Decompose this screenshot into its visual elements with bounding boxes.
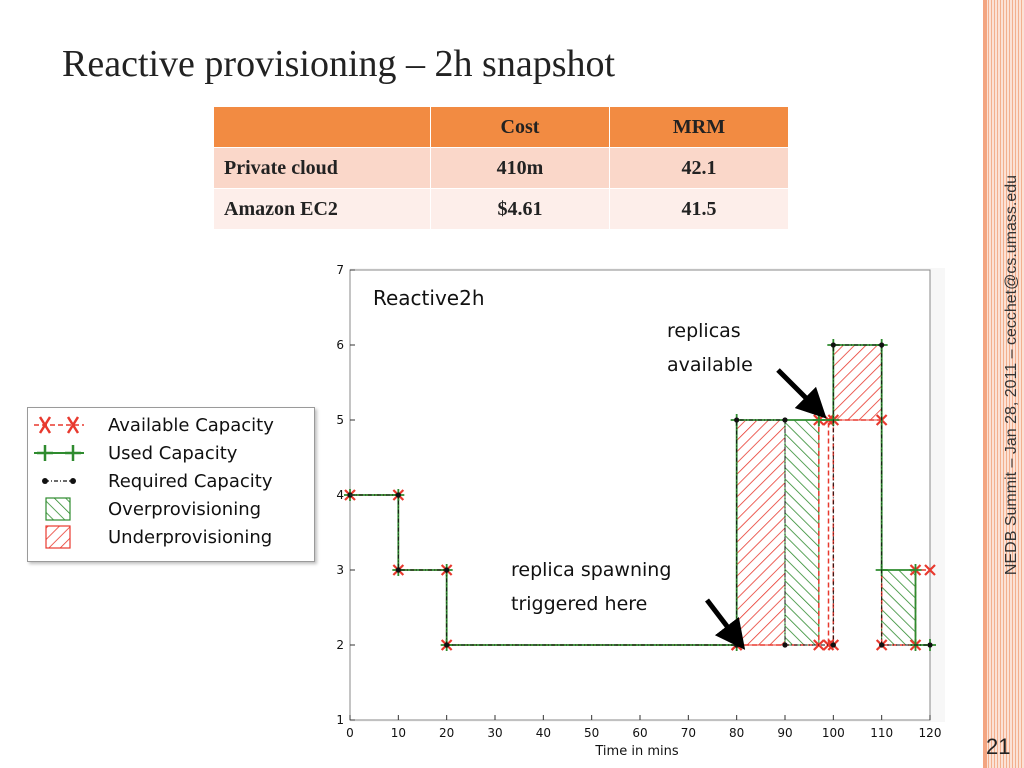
underprovisioning-region <box>736 419 786 646</box>
x-tick-label: 100 <box>822 726 845 740</box>
table-row: Private cloud 410m 42.1 <box>213 147 789 189</box>
decorative-stripes <box>983 0 1024 768</box>
underprovisioning-region <box>832 344 883 421</box>
legend-label: Used Capacity <box>108 442 238 464</box>
x-tick-label: 10 <box>391 726 406 740</box>
table-header-row: Cost MRM <box>213 106 789 148</box>
required-capacity-line <box>350 344 930 646</box>
table-cell: Amazon EC2 <box>213 188 431 230</box>
x-tick-label: 40 <box>536 726 551 740</box>
y-tick-label: 7 <box>336 263 344 277</box>
legend-item-used: Used Capacity <box>28 439 237 467</box>
slide-title: Reactive provisioning – 2h snapshot <box>62 43 616 85</box>
table-header-cell <box>213 106 431 148</box>
table-cell: 42.1 <box>609 147 789 189</box>
arrow-replicas-available <box>776 368 827 419</box>
y-tick-label: 3 <box>336 563 344 577</box>
legend-label: Overprovisioning <box>108 498 262 520</box>
x-tick-label: 70 <box>681 726 696 740</box>
y-tick-label: 2 <box>336 638 344 652</box>
y-tick-label: 5 <box>336 413 344 427</box>
underprovisioning-icon <box>28 523 84 551</box>
required-capacity-point <box>879 342 885 348</box>
required-capacity-point <box>782 417 788 423</box>
required-capacity-point <box>830 642 836 648</box>
x-tick-label: 60 <box>632 726 647 740</box>
overprovisioning-icon <box>28 495 84 523</box>
required-capacity-icon <box>28 467 84 495</box>
y-tick-label: 6 <box>336 338 344 352</box>
available-capacity-icon <box>28 411 84 439</box>
required-capacity-point <box>879 642 885 648</box>
y-tick-label: 1 <box>336 713 344 727</box>
legend-item-available: Available Capacity <box>28 411 274 439</box>
annotation-spawning-line2: triggered here <box>511 593 647 615</box>
legend-item-under: Underprovisioning <box>28 523 272 551</box>
legend-label: Underprovisioning <box>108 526 273 548</box>
required-capacity-point <box>782 642 788 648</box>
page-number: 21 <box>986 734 1011 759</box>
table-row: Amazon EC2 $4.61 41.5 <box>213 188 789 230</box>
x-tick-label: 120 <box>919 726 942 740</box>
chart-legend: Available Capacity Used Capacity Require… <box>27 407 315 562</box>
x-tick-label: 50 <box>584 726 599 740</box>
legend-label: Required Capacity <box>108 470 273 492</box>
x-tick-label: 90 <box>777 726 792 740</box>
x-axis-title: Time in mins <box>594 744 678 759</box>
legend-item-over: Overprovisioning <box>28 495 261 523</box>
y-tick-label: 4 <box>336 488 344 502</box>
x-tick-label: 20 <box>439 726 454 740</box>
required-capacity-point <box>444 567 450 573</box>
required-capacity-point <box>395 492 401 498</box>
annotation-replicas-line2: available <box>667 354 753 376</box>
required-capacity-point <box>830 342 836 348</box>
table-header-cell: MRM <box>609 106 789 148</box>
table-cell: Private cloud <box>213 147 431 189</box>
overprovisioning-region <box>784 419 820 646</box>
arrow-replica-spawning <box>705 598 746 650</box>
required-capacity-point <box>444 642 450 648</box>
x-tick-label: 110 <box>870 726 893 740</box>
summary-table: Cost MRM Private cloud 410m 42.1 Amazon … <box>213 106 789 230</box>
x-tick-label: 0 <box>346 726 354 740</box>
annotation-replicas-line1: replicas <box>667 320 741 342</box>
x-tick-label: 30 <box>487 726 502 740</box>
plot-area <box>349 269 931 721</box>
available-capacity-point <box>822 639 835 651</box>
used-capacity-point <box>909 564 922 576</box>
annotation-spawning-line1: replica spawning <box>511 559 671 581</box>
required-capacity-point <box>927 642 933 648</box>
required-capacity-point <box>395 567 401 573</box>
required-capacity-point <box>734 417 740 423</box>
overprovisioning-region <box>881 569 917 646</box>
legend-item-required: Required Capacity <box>28 467 273 495</box>
table-cell: $4.61 <box>430 188 610 230</box>
table-cell: 410m <box>430 147 610 189</box>
table-header-cell: Cost <box>430 106 610 148</box>
x-tick-label: 80 <box>729 726 744 740</box>
available-capacity-point <box>924 564 936 576</box>
required-capacity-point <box>734 642 740 648</box>
table-cell: 41.5 <box>609 188 789 230</box>
used-capacity-icon <box>28 439 84 467</box>
legend-label: Available Capacity <box>108 414 274 436</box>
chart-title: Reactive2h <box>373 286 485 310</box>
